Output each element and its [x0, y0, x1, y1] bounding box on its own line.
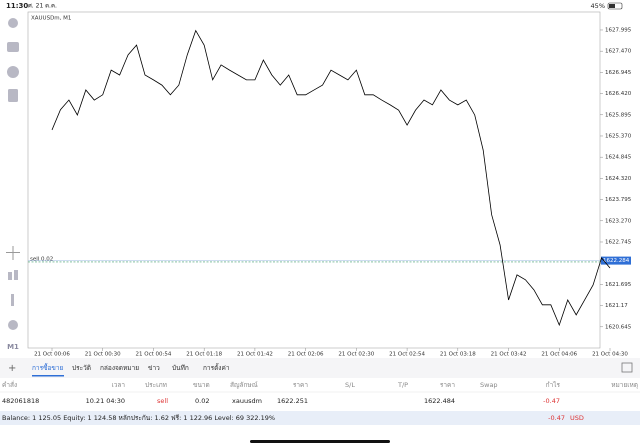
crosshair-icon-v[interactable] — [12, 246, 14, 260]
tab[interactable]: ประวัติ — [72, 364, 91, 372]
battery-text: 45% — [591, 2, 605, 10]
table-header: S/L — [345, 381, 355, 389]
table-cell: 482061818 — [2, 397, 39, 405]
chart-frame — [27, 11, 601, 349]
table-header: T/P — [397, 381, 408, 389]
x-tick-label: 21 Oct 00:30 — [85, 352, 121, 358]
x-tick-label: 21 Oct 04:30 — [592, 352, 628, 358]
x-tick-label: 21 Oct 03:18 — [440, 352, 476, 358]
y-tick-label: 1624.320 — [605, 176, 632, 182]
table-header: กำไร — [546, 381, 561, 389]
y-tick-label: 1626.420 — [605, 91, 632, 97]
price-label: 1622.284 — [603, 258, 630, 264]
chart-symbol: XAUUSDm, M1 — [31, 16, 71, 22]
orders-table: คำสั่ง เวลา ประเภท ขนาด สัญลักษณ์ ราคา S/L T/P ร… — [0, 380, 640, 405]
tab[interactable]: กล่องจดหมาย — [100, 364, 139, 372]
x-tick-label: 21 Oct 00:54 — [136, 352, 172, 358]
balance-profit: -0.47 — [548, 414, 565, 422]
tab[interactable]: ข่าว — [148, 364, 160, 372]
table-header: หมายเหตุ — [611, 381, 638, 389]
table-header: ราคา — [293, 381, 308, 389]
table-header: สัญลักษณ์ — [230, 381, 258, 389]
y-tick-label: 1622.745 — [605, 239, 632, 245]
price-line-series — [51, 29, 611, 327]
table-cell: 1622.484 — [424, 397, 455, 405]
table-header: เวลา — [111, 381, 125, 389]
add-button[interactable]: + — [8, 363, 16, 374]
y-tick-label: 1625.895 — [605, 112, 632, 118]
trade-icon[interactable] — [7, 42, 19, 52]
x-tick-label: 21 Oct 01:42 — [237, 352, 273, 358]
y-tick-label: 1623.270 — [605, 218, 632, 224]
table-header: Swap — [480, 381, 498, 389]
chart: 1627.995 1627.470 1626.945 1626.420 1625.895… — [28, 27, 632, 358]
x-tick-label: 21 Oct 03:42 — [491, 352, 527, 358]
function-icon[interactable] — [11, 294, 14, 306]
balance-text: Balance: 1 125.05 Equity: 1 124.58 หลักป… — [2, 414, 275, 422]
table-header: ราคา — [440, 381, 455, 389]
account-icon[interactable] — [8, 18, 18, 28]
x-tick-label: 21 Oct 00:06 — [34, 352, 70, 358]
table-cell: 10.21 04:30 — [86, 397, 125, 405]
y-tick-label: 1627.470 — [605, 49, 632, 55]
tabs: การซื้อขาย ประวัติ กล่องจดหมาย ข่าว บันทึก กา… — [32, 363, 230, 377]
tabs-bar — [0, 358, 640, 378]
chat-icon[interactable] — [7, 66, 19, 78]
x-tick-label: 21 Oct 02:54 — [389, 352, 425, 358]
new-order-icon[interactable] — [8, 89, 18, 102]
table-header: ประเภท — [145, 381, 167, 389]
y-tick-label: 1621.695 — [605, 282, 632, 288]
tab[interactable]: การตั้งค่า — [203, 363, 230, 372]
status-time: 11:30 — [6, 2, 28, 10]
table-cell: xauusdm — [232, 397, 262, 405]
y-tick-label: 1627.995 — [605, 27, 632, 33]
table-cell: sell — [157, 397, 168, 405]
objects-icon[interactable] — [8, 320, 18, 330]
y-tick-label: 1620.645 — [605, 324, 632, 330]
y-tick-label: 1625.370 — [605, 133, 632, 139]
panel-icon[interactable] — [621, 362, 633, 373]
home-indicator — [250, 440, 390, 443]
table-header: ขนาด — [193, 381, 210, 389]
price-label-bg — [601, 256, 631, 265]
y-tick-label: 1626.945 — [605, 70, 632, 76]
x-tick-label: 21 Oct 02:06 — [288, 352, 324, 358]
table-header: คำสั่ง — [2, 380, 17, 389]
balance-bar — [0, 411, 640, 425]
status-date: ศ. 21 ต.ค. — [28, 3, 57, 10]
y-tick-label: 1621.17 — [605, 303, 628, 309]
tab[interactable]: บันทึก — [172, 364, 189, 372]
indicators-icon-2[interactable] — [14, 270, 18, 280]
y-tick-label: 1623.795 — [605, 197, 632, 203]
indicators-icon[interactable] — [8, 272, 12, 280]
battery-level — [609, 4, 615, 8]
table-cell: -0.47 — [543, 397, 560, 405]
toolbar — [6, 18, 20, 330]
x-tick-label: 21 Oct 02:30 — [338, 352, 374, 358]
timeframe-button[interactable]: M1 — [7, 343, 19, 351]
tab[interactable]: การซื้อขาย — [32, 363, 63, 372]
table-cell: 1622.251 — [277, 397, 308, 405]
x-tick-label: 21 Oct 04:06 — [541, 352, 577, 358]
order-line-label: sell 0.02 — [30, 256, 53, 262]
balance-currency: USD — [570, 414, 584, 422]
battery-icon — [607, 2, 623, 10]
tab-underline — [32, 375, 64, 377]
table-cell: 0.02 — [195, 397, 209, 405]
x-tick-label: 21 Oct 01:18 — [186, 352, 222, 358]
y-tick-label: 1624.845 — [605, 155, 632, 161]
